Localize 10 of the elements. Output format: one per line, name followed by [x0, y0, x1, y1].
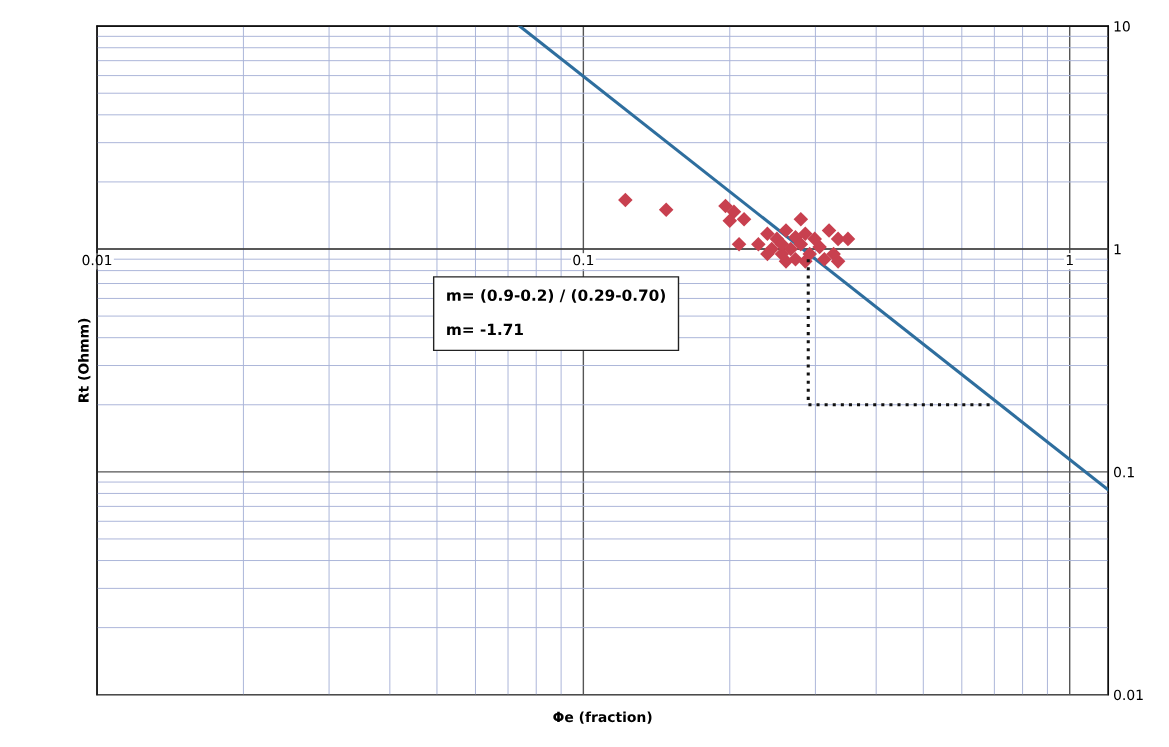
- annotation: m= -1.71: [447, 323, 523, 335]
- annotation: m= (0.9-0.2) / (0.29-0.70): [447, 289, 665, 303]
- x-tick-label: 0.1: [573, 254, 594, 266]
- y-axis-title: Rt (Ohmm): [78, 318, 91, 402]
- y-tick-label: 0.1: [1113, 466, 1134, 478]
- y-tick-label: 10: [1114, 21, 1130, 32]
- x-tick-label: 1: [1066, 254, 1073, 266]
- y-tick-label: 1: [1114, 244, 1121, 255]
- y-tick-label: 0.01: [1113, 689, 1143, 701]
- x-axis-title: Φe (fraction): [553, 711, 652, 724]
